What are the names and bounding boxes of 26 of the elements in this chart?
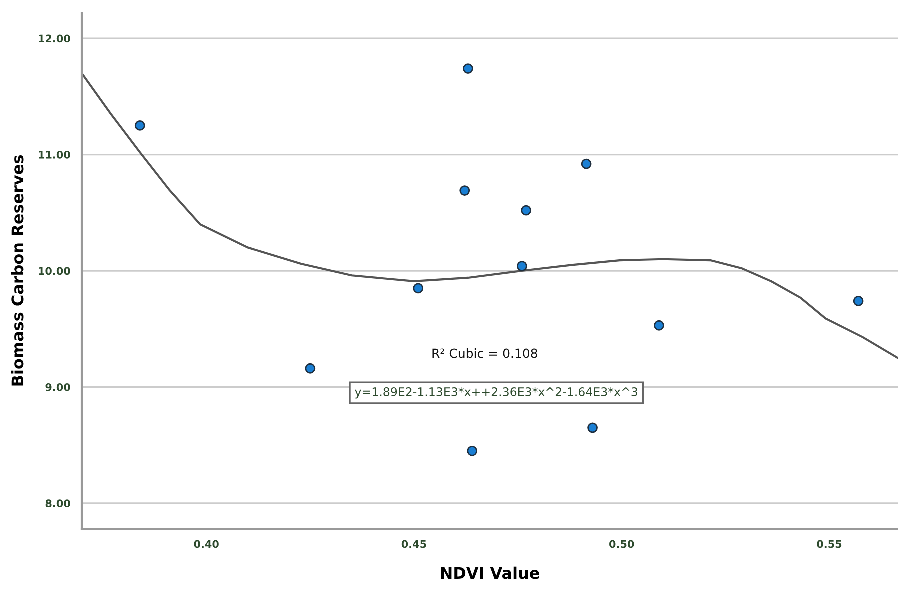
x-tick-label: 0.55 [817, 540, 842, 548]
y-tick-label: 12.00 [39, 34, 70, 43]
y-tick-label: 8.00 [46, 500, 70, 508]
point [413, 283, 424, 294]
x-axis-title: NDVI Value [441, 566, 540, 580]
y-axis-title: Biomass Carbon Reserves [11, 156, 24, 386]
y-tick-label: 10.00 [39, 267, 70, 276]
point [521, 205, 532, 216]
point [134, 120, 146, 131]
point [654, 320, 664, 331]
x-tick-label: 0.40 [194, 540, 219, 548]
point [460, 186, 470, 196]
x-tick-label: 0.50 [609, 540, 634, 548]
point [516, 261, 528, 272]
point [305, 363, 316, 374]
point [581, 158, 592, 170]
point [588, 422, 598, 434]
point [467, 446, 478, 456]
point [463, 64, 474, 74]
point [853, 296, 864, 306]
y-tick-label: 9.00 [46, 383, 70, 392]
annotation: y=1.89E2-1.13E3*x++2.36E3*x^2-1.64E3*x^3 [355, 388, 638, 399]
y-tick-label: 11.00 [39, 151, 70, 159]
x-tick-label: 0.45 [402, 540, 426, 548]
line-series [82, 72, 898, 360]
annotation: R² Cubic = 0.108 [432, 348, 538, 358]
